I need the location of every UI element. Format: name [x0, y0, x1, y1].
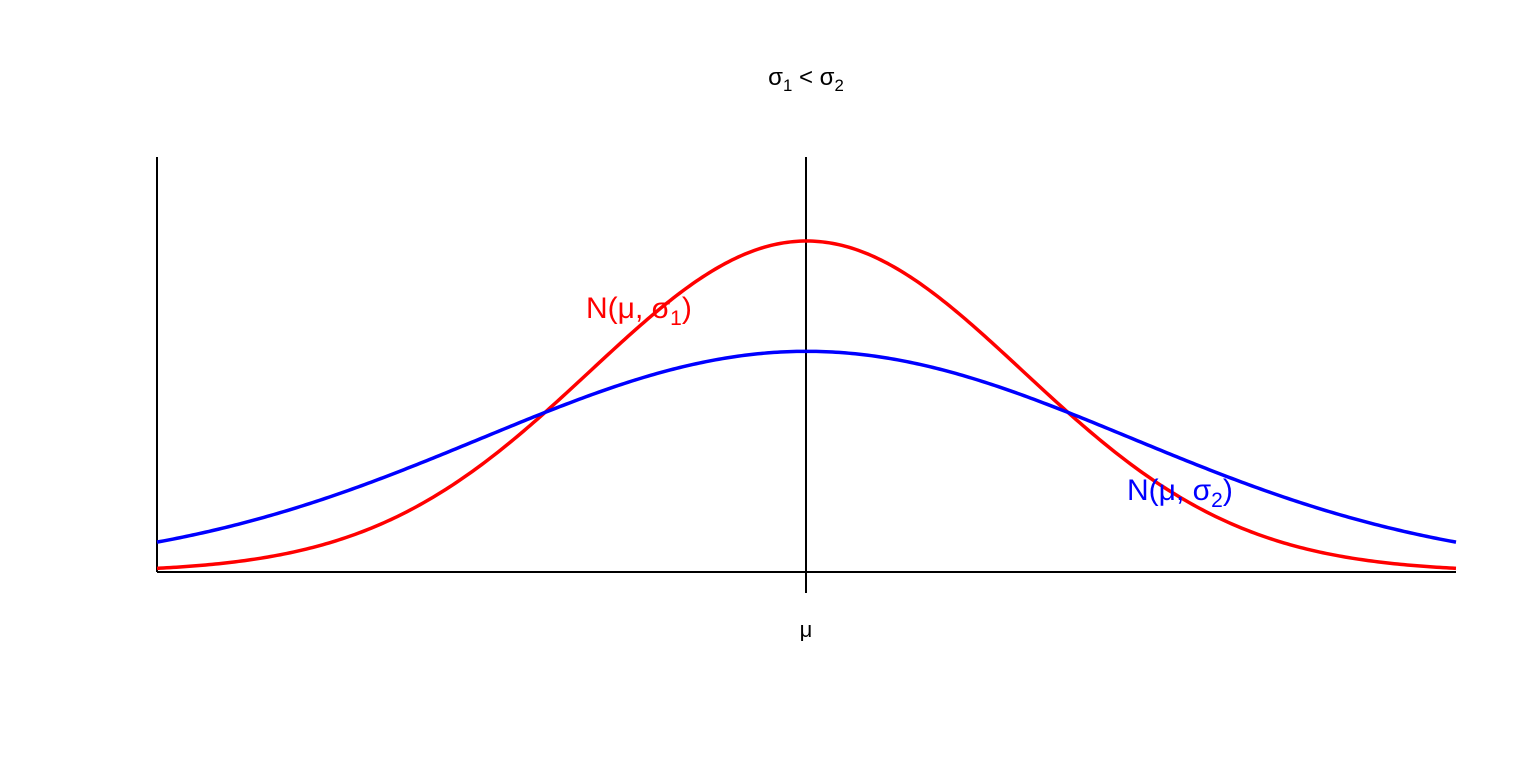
- x-tick-label-mu: μ: [800, 617, 813, 642]
- title-sigma-2: σ: [820, 64, 835, 91]
- label-1-prefix: N(μ, σ: [586, 292, 671, 325]
- series-label-n-mu-sigma-1: N(μ, σ1): [586, 292, 692, 330]
- label-1-sub: 1: [670, 307, 682, 330]
- series-line-n-mu-sigma-2: [156, 349, 1457, 544]
- series-line-n-mu-sigma-1: [156, 239, 1457, 571]
- label-2-suffix: ): [1223, 474, 1233, 507]
- label-1-suffix: ): [682, 292, 692, 325]
- series-label-n-mu-sigma-2: N(μ, σ2): [1127, 474, 1233, 512]
- label-2-prefix: N(μ, σ: [1127, 474, 1212, 507]
- title-sigma-1: σ: [768, 64, 783, 91]
- title-sub-2: 2: [834, 76, 843, 95]
- chart-title: σ1 < σ2: [768, 64, 844, 95]
- title-less-than: <: [792, 64, 819, 91]
- title-sub-1: 1: [783, 76, 792, 95]
- label-2-sub: 2: [1211, 489, 1223, 512]
